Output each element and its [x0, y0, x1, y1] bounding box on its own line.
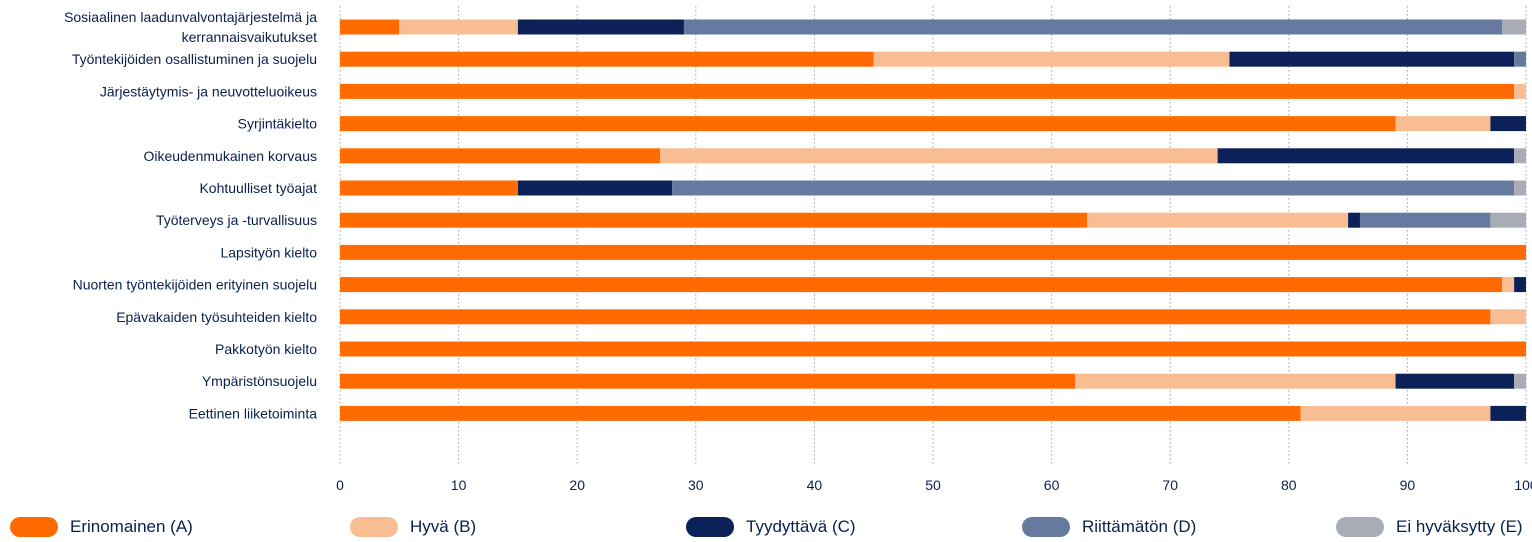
bar-segment [672, 180, 1515, 196]
category-label: Pakkotyön kielto [215, 341, 317, 357]
category-label: Nuorten työntekijöiden erityinen suojelu [73, 277, 317, 293]
category-label: kerrannaisvaikutukset [182, 29, 318, 45]
bar-segment [1359, 212, 1491, 228]
bar-segment [1514, 180, 1526, 196]
bar-segment [340, 51, 874, 67]
category-label: Työterveys ja -turvallisuus [156, 212, 317, 228]
bar-segment [1300, 405, 1491, 421]
bar-segment [1514, 148, 1526, 164]
legend-label: Hyvä (B) [410, 517, 477, 536]
category-label: Sosiaalinen laadunvalvontajärjestelmä ja [64, 9, 317, 25]
bar-segment [340, 19, 400, 35]
legend-label: Riittämätön (D) [1082, 517, 1197, 536]
category-labels: Sosiaalinen laadunvalvontajärjestelmä ja… [64, 9, 317, 421]
x-tick-label: 0 [336, 477, 344, 493]
category-label: Epävakaiden työsuhteiden kielto [116, 309, 317, 325]
bar-segment [660, 148, 1218, 164]
category-label: Syrjintäkielto [238, 116, 318, 132]
legend-swatch [10, 517, 58, 537]
bar-segment [1490, 405, 1526, 421]
bars [340, 19, 1526, 421]
bar-segment [399, 19, 518, 35]
bar-segment [340, 341, 1526, 357]
x-tick-label: 30 [688, 477, 704, 493]
x-tick-label: 10 [451, 477, 467, 493]
bar-segment [1395, 373, 1515, 389]
bar-segment [683, 19, 1503, 35]
bar-segment [1490, 212, 1526, 228]
bar-segment [1514, 51, 1526, 67]
category-label: Lapsityön kielto [220, 244, 317, 260]
legend-swatch [686, 517, 734, 537]
bar-segment [1395, 116, 1491, 132]
bar-segment [340, 116, 1396, 132]
bar-segment [517, 19, 684, 35]
x-tick-label: 40 [807, 477, 823, 493]
legend-label: Erinomainen (A) [70, 517, 193, 536]
x-tick-label: 50 [925, 477, 941, 493]
x-tick-label: 90 [1400, 477, 1416, 493]
bar-segment [340, 405, 1301, 421]
bar-segment [340, 148, 661, 164]
bar-segment [1229, 51, 1515, 67]
legend-label: Ei hyväksytty (E) [1396, 517, 1523, 536]
legend-item: Erinomainen (A) [10, 513, 193, 541]
legend-swatch [1336, 517, 1384, 537]
x-tick-label: 60 [1044, 477, 1060, 493]
gridlines [339, 6, 1527, 465]
bar-segment [1502, 277, 1515, 293]
category-label: Järjestäytymis- ja neuvotteluoikeus [100, 83, 317, 99]
bar-segment [1087, 212, 1349, 228]
bar-segment [1502, 19, 1526, 35]
category-label: Eettinen liiketoiminta [189, 405, 318, 421]
legend-swatch [350, 517, 398, 537]
x-axis-ticks: 0 10 20 30 40 50 60 70 80 90 100 [336, 477, 1532, 493]
x-tick-label: 80 [1281, 477, 1297, 493]
bar-segment [340, 83, 1515, 99]
bar-segment [1217, 148, 1515, 164]
legend-swatch [1022, 517, 1070, 537]
bar-segment [340, 180, 518, 196]
bar-segment [1348, 212, 1360, 228]
bar-segment [340, 373, 1076, 389]
bar-segment [1490, 116, 1526, 132]
bar-segment [340, 212, 1088, 228]
x-tick-label: 20 [569, 477, 585, 493]
category-label: Kohtuulliset työajat [199, 180, 317, 196]
bar-segment [340, 277, 1503, 293]
x-tick-label: 100 [1514, 477, 1532, 493]
bar-segment [340, 309, 1491, 325]
legend: Erinomainen (A) Hyvä (B) Tyydyttävä (C) Rii… [0, 513, 1532, 541]
bar-segment [517, 180, 673, 196]
category-label: Ympäristönsuojelu [202, 373, 317, 389]
bar-segment [873, 51, 1230, 67]
legend-item: Tyydyttävä (C) [686, 513, 856, 541]
bar-segment [1514, 83, 1526, 99]
bar-segment [1075, 373, 1396, 389]
bar-segment [1514, 277, 1526, 293]
category-label: Oikeudenmukainen korvaus [143, 148, 317, 164]
bar-segment [1514, 373, 1526, 389]
legend-item: Riittämätön (D) [1022, 513, 1196, 541]
legend-item: Hyvä (B) [350, 513, 476, 541]
legend-label: Tyydyttävä (C) [746, 517, 856, 536]
bar-segment [1490, 309, 1526, 325]
bar-segment [340, 244, 1526, 260]
stacked-bar-chart: Sosiaalinen laadunvalvontajärjestelmä ja… [64, 6, 1532, 493]
x-tick-label: 70 [1162, 477, 1178, 493]
legend-item: Ei hyväksytty (E) [1336, 513, 1523, 541]
category-label: Työntekijöiden osallistuminen ja suojelu [72, 51, 317, 67]
